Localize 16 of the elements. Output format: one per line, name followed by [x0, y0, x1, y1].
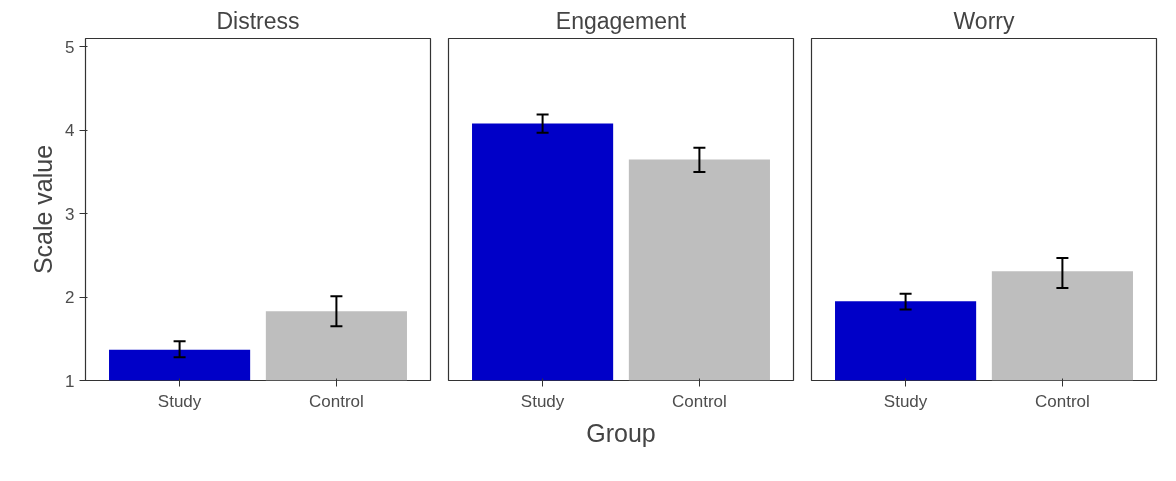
- x-axis-title: Group: [586, 418, 656, 447]
- x-tick-label: Study: [883, 391, 928, 411]
- x-tick-label: Study: [157, 391, 202, 411]
- y-tick-label: 5: [65, 37, 75, 57]
- y-tick-label: 3: [65, 204, 75, 224]
- chart-title: Worry: [953, 7, 1015, 34]
- x-tick-label: Control: [309, 391, 364, 411]
- y-tick-label: 2: [65, 288, 75, 308]
- chart-title: Engagement: [555, 7, 687, 34]
- y-tick-label: 4: [65, 121, 75, 141]
- y-tick-label: 1: [65, 371, 75, 391]
- x-tick-label: Study: [520, 391, 565, 411]
- x-tick-label: Control: [672, 391, 727, 411]
- chart-title: Distress: [216, 7, 300, 34]
- y-axis-title: Scale value: [29, 144, 58, 275]
- x-tick-label: Control: [1035, 391, 1090, 411]
